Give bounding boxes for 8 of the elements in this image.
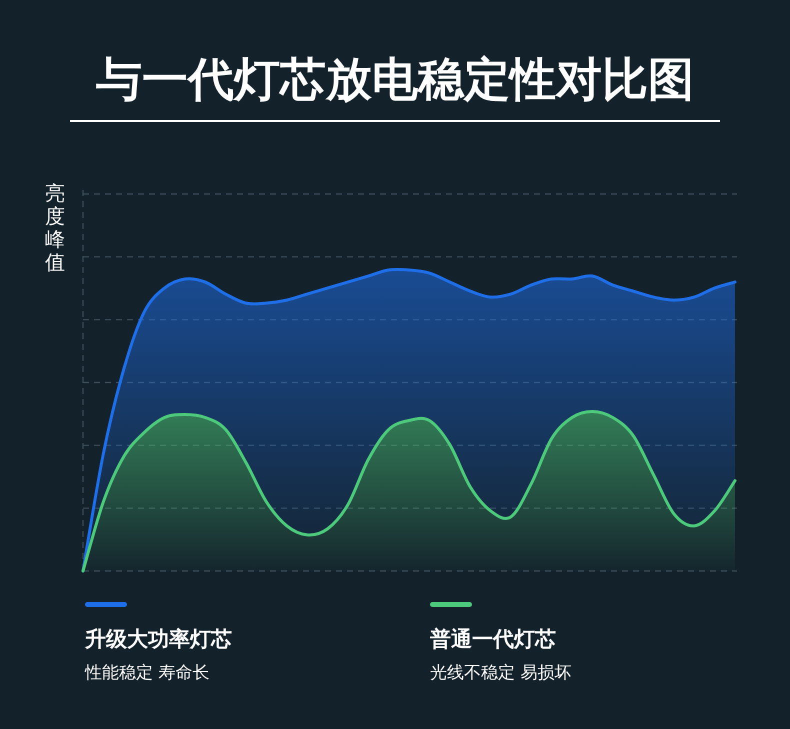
legend-label: 普通一代灯芯 (429, 627, 556, 651)
chart-title: 与一代灯芯放电稳定性对比图 (96, 52, 694, 106)
legend-item: 升级大功率灯芯 (85, 602, 232, 651)
legend-item: 普通一代灯芯 (430, 602, 556, 651)
legend-label: 升级大功率灯芯 (84, 627, 232, 651)
y-axis-title: 亮度峰值 (45, 181, 65, 274)
text: 光线不稳定 易损坏 (430, 663, 572, 683)
text: 性能稳定 寿命长 (84, 663, 210, 683)
